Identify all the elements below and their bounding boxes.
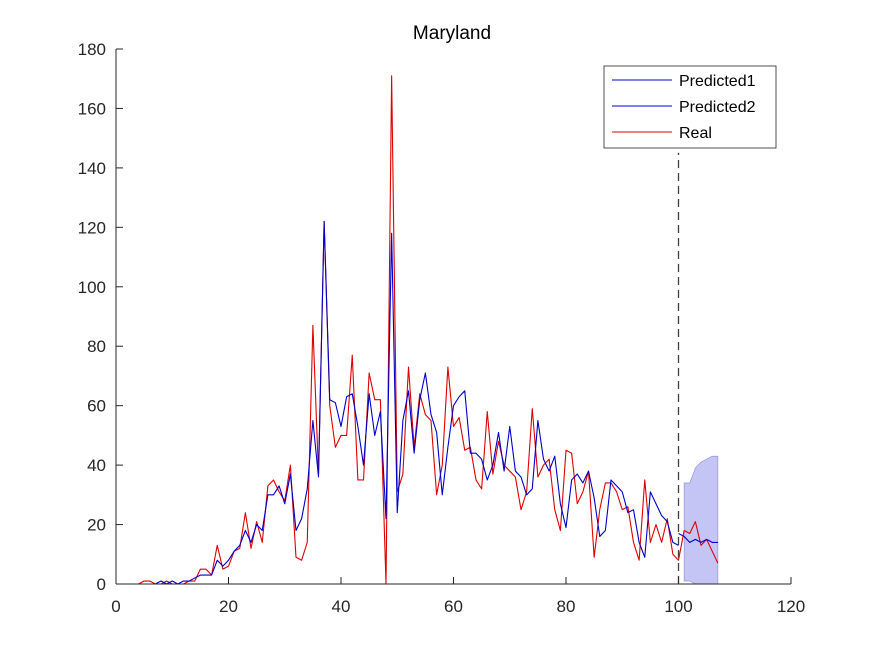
y-tick-label: 140 xyxy=(78,159,106,178)
x-tick-label: 100 xyxy=(664,597,692,616)
y-tick-label: 180 xyxy=(78,40,106,59)
x-tick-label: 120 xyxy=(777,597,805,616)
axes: 0 20 40 60 80 100 120 0 20 40 60 80 100 120 140 160 180 xyxy=(78,40,806,616)
legend: Predicted1 Predicted2 Real xyxy=(603,65,777,149)
y-tick-label: 40 xyxy=(87,456,106,475)
series-line-predicted2 xyxy=(678,532,718,543)
legend-label-predicted2: Predicted2 xyxy=(679,99,756,116)
x-tick-label: 60 xyxy=(444,597,463,616)
y-tick-label: 60 xyxy=(87,397,106,416)
y-tick-label: 120 xyxy=(78,218,106,237)
x-tick-label: 0 xyxy=(111,597,120,616)
series-line-real xyxy=(121,75,719,585)
y-tick-label: 80 xyxy=(87,337,106,356)
y-tick-label: 20 xyxy=(87,516,106,535)
series-line-predicted1 xyxy=(121,220,679,585)
legend-label-predicted1: Predicted1 xyxy=(679,73,756,90)
y-tick-label: 100 xyxy=(78,278,106,297)
chart-title: Maryland xyxy=(413,23,491,44)
legend-label-real: Real xyxy=(679,125,712,142)
y-tick-label: 0 xyxy=(97,575,106,594)
x-tick-label: 80 xyxy=(557,597,576,616)
x-tick-label: 40 xyxy=(332,597,351,616)
y-tick-label: 160 xyxy=(78,99,106,118)
x-tick-label: 20 xyxy=(219,597,238,616)
